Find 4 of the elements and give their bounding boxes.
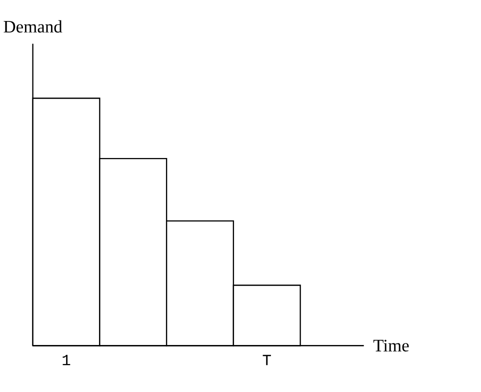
x-tick-label: 1 <box>62 354 70 365</box>
y-axis-title: Demand <box>4 20 62 32</box>
x-tick-label: T <box>262 354 271 365</box>
x-axis-title: Time <box>373 340 409 352</box>
